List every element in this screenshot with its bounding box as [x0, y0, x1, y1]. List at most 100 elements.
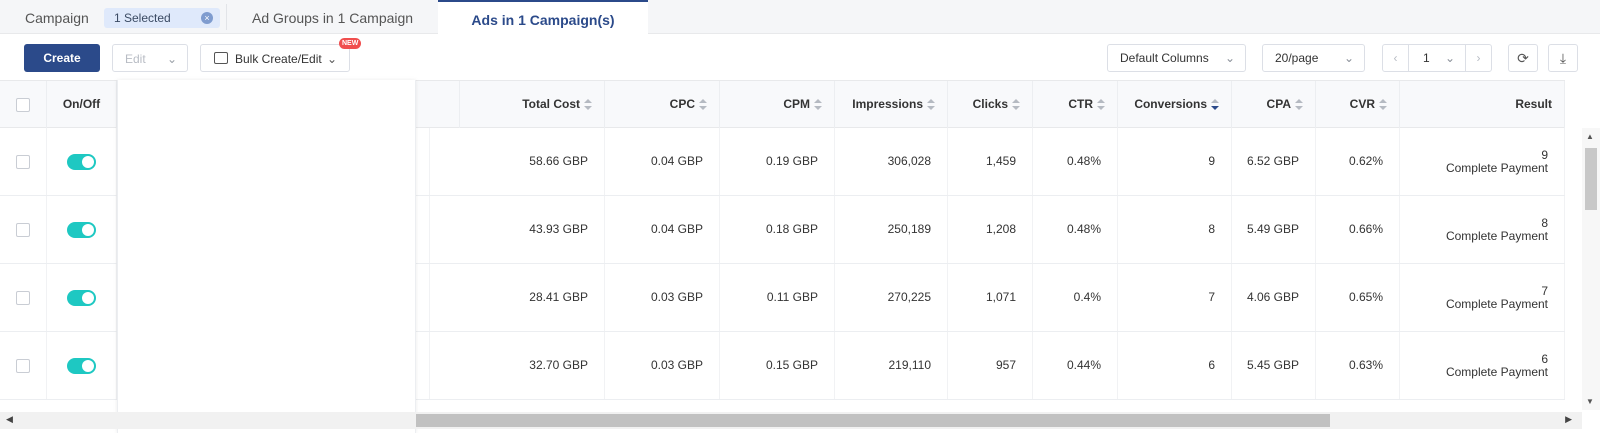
create-button[interactable]: Create — [24, 44, 100, 72]
cell-conversions: 8 — [1118, 196, 1232, 263]
cell-cpm: 0.18 GBP — [720, 196, 835, 263]
sort-icon[interactable] — [584, 98, 592, 111]
chevron-down-icon: ⌄ — [1343, 51, 1354, 65]
columns-select-value: Default Columns — [1120, 51, 1209, 65]
page-size-value: 20/page — [1275, 51, 1319, 65]
header-result: Result — [1400, 81, 1565, 128]
chevron-down-icon: ⌄ — [326, 52, 337, 66]
result-count: 6 — [1541, 352, 1548, 366]
scroll-right-icon[interactable]: ▶ — [1565, 414, 1572, 424]
cell-conversions: 9 — [1118, 128, 1232, 195]
selected-filter-chip: 1 Selected × — [104, 8, 220, 28]
cell-ctr: 0.44% — [1033, 332, 1118, 399]
export-icon[interactable]: ⤓ — [1548, 44, 1578, 72]
cell-total-cost: 32.70 GBP — [460, 332, 605, 399]
sort-icon[interactable] — [1379, 98, 1387, 111]
row-checkbox[interactable] — [16, 359, 30, 373]
vertical-scroll-thumb[interactable] — [1585, 148, 1597, 210]
cell-clicks: 957 — [948, 332, 1033, 399]
chevron-down-icon: ⌄ — [1445, 51, 1456, 65]
header-cpc-label: CPC — [669, 97, 695, 111]
header-cpa[interactable]: CPA — [1232, 81, 1316, 128]
cell-cvr: 0.65% — [1316, 264, 1400, 331]
close-circle-icon[interactable]: × — [201, 12, 213, 24]
cell-cpa: 5.45 GBP — [1232, 332, 1316, 399]
row-select-cell — [0, 196, 47, 263]
cell-result: 7 Complete Payment — [1400, 264, 1565, 331]
cell-clicks: 1,459 — [948, 128, 1033, 195]
scroll-down-icon[interactable]: ▼ — [1586, 397, 1594, 406]
cell-cpa: 4.06 GBP — [1232, 264, 1316, 331]
sort-desc-icon[interactable] — [1211, 98, 1219, 111]
select-all-checkbox[interactable] — [16, 98, 30, 112]
horizontal-scroll-thumb[interactable] — [416, 414, 1330, 427]
cell-impressions: 250,189 — [835, 196, 948, 263]
cell-ctr: 0.48% — [1033, 196, 1118, 263]
header-total-cost-label: Total Cost — [522, 97, 580, 111]
cell-cpc: 0.04 GBP — [605, 196, 720, 263]
header-hidden-area — [117, 81, 460, 128]
header-ctr[interactable]: CTR — [1033, 81, 1118, 128]
result-count: 9 — [1541, 148, 1548, 162]
edit-dropdown[interactable]: Edit ⌄ — [112, 44, 188, 72]
horizontal-scrollbar[interactable]: ◀ ▶ — [0, 412, 1582, 429]
header-cpm[interactable]: CPM — [720, 81, 835, 128]
page-number-select[interactable]: 1 — [1423, 51, 1430, 65]
header-total-cost[interactable]: Total Cost — [460, 81, 605, 128]
header-impressions[interactable]: Impressions — [835, 81, 948, 128]
header-clicks[interactable]: Clicks — [948, 81, 1033, 128]
status-toggle[interactable] — [67, 222, 96, 238]
tab-campaign[interactable]: Campaign — [25, 10, 89, 26]
cell-cvr: 0.66% — [1316, 196, 1400, 263]
next-page-icon[interactable]: › — [1465, 45, 1491, 71]
header-cvr-label: CVR — [1349, 97, 1375, 111]
cell-clicks: 1,208 — [948, 196, 1033, 263]
columns-select[interactable]: Default Columns ⌄ — [1107, 44, 1246, 72]
scroll-left-icon[interactable]: ◀ — [6, 414, 13, 424]
vertical-scrollbar[interactable]: ▲ ▼ — [1582, 128, 1600, 410]
refresh-icon[interactable]: ⟳ — [1508, 44, 1538, 72]
header-conversions-label: Conversions — [1134, 97, 1207, 111]
sort-icon[interactable] — [1295, 98, 1303, 111]
bulk-edit-icon — [214, 52, 228, 64]
row-select-cell — [0, 264, 47, 331]
cell-result: 8 Complete Payment — [1400, 196, 1565, 263]
row-checkbox[interactable] — [16, 223, 30, 237]
result-type: Complete Payment — [1445, 229, 1548, 243]
cell-clicks: 1,071 — [948, 264, 1033, 331]
header-ctr-label: CTR — [1068, 97, 1093, 111]
page-size-select[interactable]: 20/page ⌄ — [1262, 44, 1365, 72]
cell-total-cost: 58.66 GBP — [460, 128, 605, 195]
cell-total-cost: 43.93 GBP — [460, 196, 605, 263]
status-toggle[interactable] — [67, 154, 96, 170]
sort-icon[interactable] — [1012, 98, 1020, 111]
frozen-column-overlay — [117, 80, 416, 433]
sort-icon[interactable] — [814, 98, 822, 111]
cell-impressions: 306,028 — [835, 128, 948, 195]
header-cpc[interactable]: CPC — [605, 81, 720, 128]
tab-ads[interactable]: Ads in 1 Campaign(s) — [438, 0, 648, 35]
chevron-down-icon: ⌄ — [1224, 51, 1235, 65]
cell-conversions: 6 — [1118, 332, 1232, 399]
status-toggle[interactable] — [67, 358, 96, 374]
bulk-create-edit-button[interactable]: Bulk Create/Edit ⌄ — [200, 44, 350, 72]
sort-icon[interactable] — [1097, 98, 1105, 111]
cell-cpm: 0.11 GBP — [720, 264, 835, 331]
row-checkbox[interactable] — [16, 291, 30, 305]
cell-impressions: 219,110 — [835, 332, 948, 399]
row-checkbox[interactable] — [16, 155, 30, 169]
sort-icon[interactable] — [699, 98, 707, 111]
scroll-up-icon[interactable]: ▲ — [1586, 132, 1594, 141]
result-type: Complete Payment — [1445, 161, 1548, 175]
sort-icon[interactable] — [927, 98, 935, 111]
status-toggle[interactable] — [67, 290, 96, 306]
row-select-cell — [0, 128, 47, 195]
selected-chip-label: 1 Selected — [114, 11, 171, 25]
tab-ad-groups[interactable]: Ad Groups in 1 Campaign — [252, 10, 414, 26]
header-conversions[interactable]: Conversions — [1118, 81, 1232, 128]
prev-page-icon[interactable]: ‹ — [1383, 45, 1409, 71]
header-onoff: On/Off — [47, 81, 117, 128]
header-cvr[interactable]: CVR — [1316, 81, 1400, 128]
result-type: Complete Payment — [1445, 365, 1548, 379]
cell-result: 6 Complete Payment — [1400, 332, 1565, 399]
